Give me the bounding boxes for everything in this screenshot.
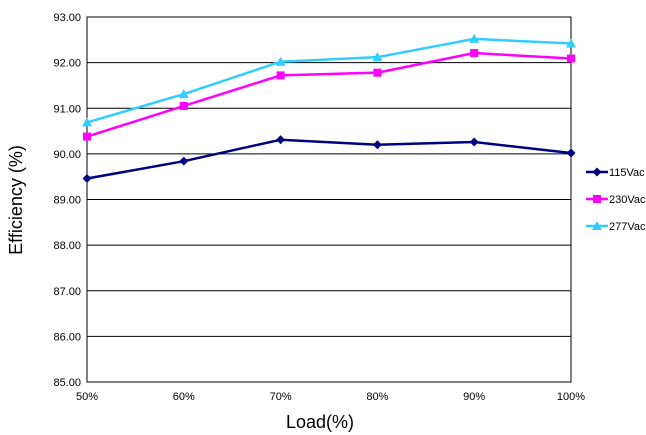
data-point-277Vac xyxy=(469,33,480,43)
x-tick-label: 60% xyxy=(173,391,195,403)
data-point-277Vac xyxy=(178,89,189,99)
y-tick-labels: 85.00 86.00 87.00 88.00 89.00 90.00 91.00 92.00… xyxy=(53,12,81,389)
data-point-277Vac xyxy=(82,117,92,127)
legend-label: 115Vac xyxy=(609,167,645,179)
data-point-277Vac xyxy=(372,52,383,62)
x-tick-labels: 50% 60% 70% 80% 90% 100% xyxy=(76,391,585,403)
y-tick-label: 86.00 xyxy=(53,331,81,343)
y-tick-label: 89.00 xyxy=(53,195,81,207)
gridlines xyxy=(87,62,571,337)
legend-label: 230Vac xyxy=(609,194,646,206)
y-tick-label: 93.00 xyxy=(53,12,81,24)
legend-item-230Vac: 230Vac xyxy=(586,194,646,206)
legend-marker xyxy=(592,221,602,230)
y-tick-label: 85.00 xyxy=(53,377,81,389)
series-group xyxy=(82,33,576,184)
x-tick-label: 100% xyxy=(557,391,585,403)
series-line-115Vac xyxy=(86,138,572,180)
legend-marker xyxy=(593,195,601,203)
legend-marker xyxy=(592,167,602,177)
legend: 115Vac 230Vac 277Vac xyxy=(586,167,646,233)
series-line-277Vac xyxy=(86,37,572,124)
data-point-115Vac xyxy=(566,148,576,158)
data-point-230Vac xyxy=(470,49,479,58)
y-tick-label: 91.00 xyxy=(53,103,81,115)
data-point-230Vac xyxy=(83,132,91,141)
data-point-115Vac xyxy=(276,135,286,145)
y-tick-label: 90.00 xyxy=(53,149,81,161)
x-tick-label: 50% xyxy=(76,391,98,403)
data-point-230Vac xyxy=(276,71,285,80)
series-line-230Vac xyxy=(86,51,572,138)
series-230Vac xyxy=(83,49,575,141)
x-axis-title: Load(%) xyxy=(286,412,354,432)
data-point-115Vac xyxy=(469,137,479,147)
legend-item-115Vac: 115Vac xyxy=(586,167,645,179)
legend-item-277Vac: 277Vac xyxy=(586,221,646,233)
data-point-230Vac xyxy=(373,68,382,77)
x-tick-label: 80% xyxy=(366,391,388,403)
data-point-277Vac xyxy=(566,38,576,48)
y-tick-label: 87.00 xyxy=(53,286,81,298)
data-point-277Vac xyxy=(275,56,286,66)
data-point-115Vac xyxy=(179,156,189,166)
data-point-115Vac xyxy=(82,174,92,184)
x-tick-label: 70% xyxy=(270,391,292,403)
data-point-230Vac xyxy=(567,54,575,63)
x-tick-label: 90% xyxy=(463,391,485,403)
data-point-230Vac xyxy=(179,101,188,110)
series-277Vac xyxy=(82,33,576,127)
series-115Vac xyxy=(82,135,576,184)
legend-label: 277Vac xyxy=(609,221,646,233)
y-tick-label: 88.00 xyxy=(53,240,81,252)
data-point-115Vac xyxy=(372,140,382,150)
y-axis-title: Efficiency (%) xyxy=(6,145,26,255)
y-tick-label: 92.00 xyxy=(53,58,81,70)
